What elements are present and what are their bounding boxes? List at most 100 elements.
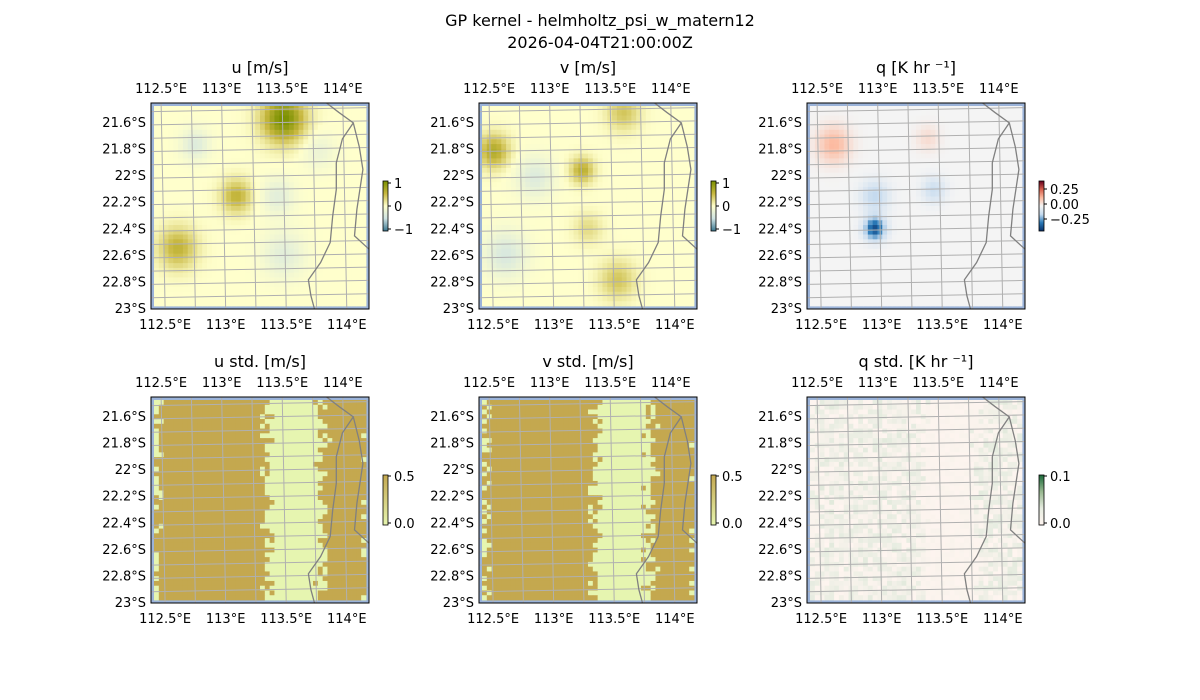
u-cell xyxy=(269,172,275,178)
u-cell xyxy=(207,115,213,121)
v-cell xyxy=(684,210,690,216)
u-cell xyxy=(264,144,271,150)
q-cell xyxy=(954,215,960,221)
q-cell xyxy=(863,144,869,150)
v-cell xyxy=(641,206,647,212)
v-cell xyxy=(559,148,565,155)
u-cell xyxy=(154,201,160,207)
u-cell xyxy=(284,139,290,145)
u-cell xyxy=(173,144,179,150)
q-cell xyxy=(916,229,922,235)
v-cell xyxy=(578,220,584,226)
u-cell xyxy=(346,144,352,150)
q-cell xyxy=(877,177,883,183)
q-cell xyxy=(978,129,984,135)
q-cell xyxy=(896,167,902,174)
q-cell xyxy=(1002,172,1008,178)
u-gridline-lat xyxy=(151,240,369,246)
u-cell xyxy=(337,191,343,197)
u-cell xyxy=(284,206,290,212)
u-cell xyxy=(221,115,227,121)
q-cell xyxy=(863,110,869,116)
v-cell xyxy=(559,201,565,207)
v-cell xyxy=(674,277,680,283)
u-cell xyxy=(182,163,189,169)
q-cell xyxy=(867,153,874,159)
q-cell xyxy=(959,229,965,235)
q-cell xyxy=(838,172,845,178)
v-cell xyxy=(655,186,661,193)
u-cell xyxy=(332,206,338,212)
q-cell xyxy=(1007,177,1013,183)
q-cell xyxy=(916,220,922,226)
v-cell xyxy=(496,258,502,264)
u-cell xyxy=(260,139,266,145)
u-cell xyxy=(202,263,208,269)
q-cell xyxy=(863,215,869,221)
u-cell xyxy=(235,129,242,135)
v-cell xyxy=(583,215,589,221)
v-cell xyxy=(645,215,652,221)
u-cell xyxy=(351,191,357,197)
u-cell xyxy=(313,125,319,131)
v-cell xyxy=(501,277,507,283)
u-cell xyxy=(173,239,179,245)
q-cell xyxy=(930,148,936,155)
u-cell xyxy=(235,148,242,155)
v-cell xyxy=(641,301,647,307)
q-cell xyxy=(911,129,917,135)
u-cell xyxy=(255,158,261,164)
v-cell xyxy=(602,201,608,207)
v-cell xyxy=(568,296,574,302)
v-cell xyxy=(491,282,497,288)
v-cell xyxy=(660,296,666,302)
u-cell xyxy=(260,210,266,216)
u-cell xyxy=(211,110,218,116)
u-cell xyxy=(322,134,328,140)
q-cell xyxy=(1012,220,1018,226)
u-cell xyxy=(168,139,174,145)
u-cell xyxy=(332,120,338,126)
u-cell xyxy=(221,301,227,307)
u-cell xyxy=(192,120,198,126)
u-cell xyxy=(264,263,271,269)
v-cell xyxy=(559,172,565,178)
v-cell xyxy=(491,163,497,169)
u-cell xyxy=(332,286,338,293)
v-cell xyxy=(645,120,652,126)
v-cell xyxy=(588,153,594,159)
q-cell xyxy=(853,225,859,231)
u-cell xyxy=(260,172,266,178)
v-xtick-top: 114°E xyxy=(651,82,691,97)
v-cell xyxy=(621,115,627,121)
v-cell xyxy=(563,201,570,207)
q-cell xyxy=(1017,163,1023,169)
v-cell xyxy=(650,272,656,278)
u-gridline-lat xyxy=(151,266,369,272)
q-cell xyxy=(853,191,859,197)
u-cell xyxy=(221,120,227,126)
v-cell xyxy=(506,248,512,255)
q-cell xyxy=(973,201,980,207)
u-cell xyxy=(308,258,314,264)
u-cell xyxy=(255,291,261,297)
u-cell xyxy=(221,139,227,145)
u-cell xyxy=(264,272,271,278)
q-cell xyxy=(993,220,999,226)
u-cell xyxy=(337,258,343,264)
u-cell xyxy=(260,148,266,155)
u-cell xyxy=(337,206,343,212)
v-cell xyxy=(549,129,555,135)
v-cell xyxy=(616,134,623,140)
u-cell xyxy=(341,129,348,135)
v-cell xyxy=(491,186,497,193)
u-cell xyxy=(337,253,343,259)
u-cell xyxy=(154,144,160,150)
u-cell xyxy=(279,296,285,302)
q-cell xyxy=(863,106,869,112)
u-cell xyxy=(337,177,343,183)
u-cell xyxy=(168,225,174,231)
q-cell xyxy=(887,201,893,207)
v-cell xyxy=(515,296,521,302)
q-cell xyxy=(930,144,936,150)
